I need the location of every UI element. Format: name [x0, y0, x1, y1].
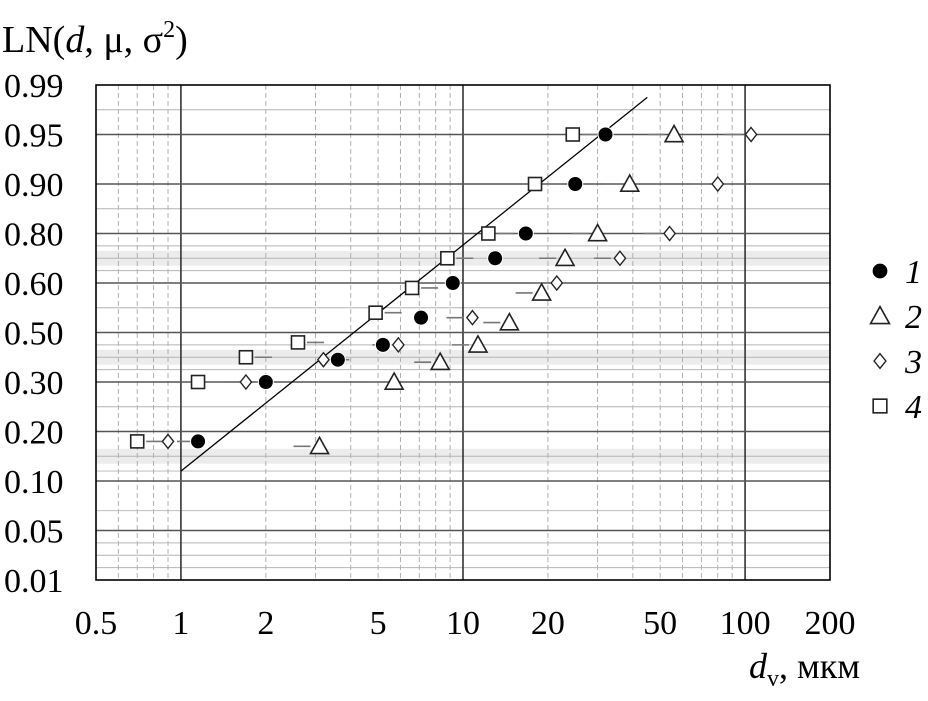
y-axis-title: LN(d, μ, σ2)	[2, 17, 188, 61]
data-point-series-1	[444, 275, 461, 291]
x-tick-label: 10	[446, 605, 480, 642]
data-point-series-4	[481, 226, 496, 241]
y-tick-label: 0.30	[4, 365, 64, 402]
legend-label-1: 1	[905, 254, 922, 291]
x-tick-label: 50	[643, 605, 677, 642]
data-point-series-1	[329, 351, 346, 368]
data-point-series-3	[316, 351, 330, 368]
data-point-series-1	[567, 176, 584, 192]
data-point-series-2	[587, 222, 608, 242]
legend-label-2: 2	[905, 299, 922, 336]
data-point-series-1	[413, 309, 430, 326]
data-point-series-2	[429, 351, 451, 371]
data-point-series-3	[711, 175, 725, 193]
data-point-series-3	[239, 373, 253, 391]
data-point-series-4	[527, 176, 543, 192]
data-point-series-4	[440, 250, 455, 266]
data-point-series-1	[597, 126, 614, 143]
data-point-series-3	[391, 336, 405, 353]
legend-marker-3	[873, 352, 887, 370]
data-point-series-1	[374, 336, 391, 353]
data-point-series-3	[744, 126, 758, 143]
y-tick-label: 0.80	[4, 217, 64, 254]
data-point-series-3	[663, 225, 677, 242]
x-tick-label: 0.5	[75, 605, 118, 642]
data-point-series-4	[368, 305, 383, 321]
data-point-series-1	[257, 374, 274, 390]
legend-label-3: 3	[904, 344, 922, 381]
y-tick-labels: 0.99 0.95 0.90 0.80 0.60 0.50 0.30 0.20 0.10 0.05…	[4, 68, 64, 600]
x-tick-label: 5	[370, 605, 387, 642]
x-tick-label: 200	[805, 605, 856, 642]
x-tick-label: 100	[720, 605, 771, 642]
y-tick-label: 0.90	[4, 167, 64, 204]
data-point-series-1	[190, 433, 207, 450]
data-point-series-1	[517, 225, 534, 242]
x-tick-labels: 0.5 1 2 5 10 20 50 100 200	[75, 605, 856, 642]
data-point-series-2	[531, 282, 552, 301]
data-point-series-3	[550, 274, 564, 292]
x-tick-label: 20	[531, 605, 565, 642]
y-tick-label: 0.95	[4, 118, 64, 155]
y-tick-label: 0.20	[4, 415, 64, 452]
y-tick-label: 0.50	[4, 316, 64, 353]
x-tick-label: 1	[172, 605, 189, 642]
data-point-series-4	[190, 374, 206, 390]
data-point-series-2	[309, 435, 330, 455]
data-point-series-3	[613, 250, 627, 267]
legend-marker-1	[871, 262, 889, 280]
x-tick-label: 2	[257, 605, 274, 642]
y-tick-label: 0.99	[4, 68, 64, 105]
y-tick-label: 0.10	[4, 464, 64, 501]
data-point-series-2	[499, 311, 520, 331]
data-point-series-2	[383, 371, 405, 391]
data-point-series-2	[554, 247, 576, 267]
legend-marker-2	[869, 304, 891, 325]
y-tick-label: 0.01	[4, 563, 64, 600]
plot-frame	[95, 84, 831, 581]
data-point-series-2	[663, 123, 685, 143]
y-tick-label: 0.60	[4, 266, 64, 303]
data-point-series-4	[290, 335, 306, 350]
data-point-series-3	[161, 433, 175, 450]
legend-label-4: 4	[905, 389, 922, 426]
data-point-series-4	[238, 349, 254, 365]
data-point-series-2	[467, 334, 489, 353]
data-markers	[129, 123, 758, 455]
legend-marker-4	[872, 398, 888, 414]
y-tick-label: 0.05	[4, 514, 64, 551]
data-point-series-4	[129, 434, 145, 449]
x-axis-title: dv, мкм	[749, 646, 860, 692]
legend: 1 2 3 4	[869, 254, 922, 426]
data-point-series-4	[404, 280, 420, 296]
data-point-series-2	[619, 173, 641, 192]
data-point-series-3	[465, 309, 479, 326]
data-point-series-1	[487, 250, 504, 267]
data-point-series-4	[565, 127, 581, 142]
